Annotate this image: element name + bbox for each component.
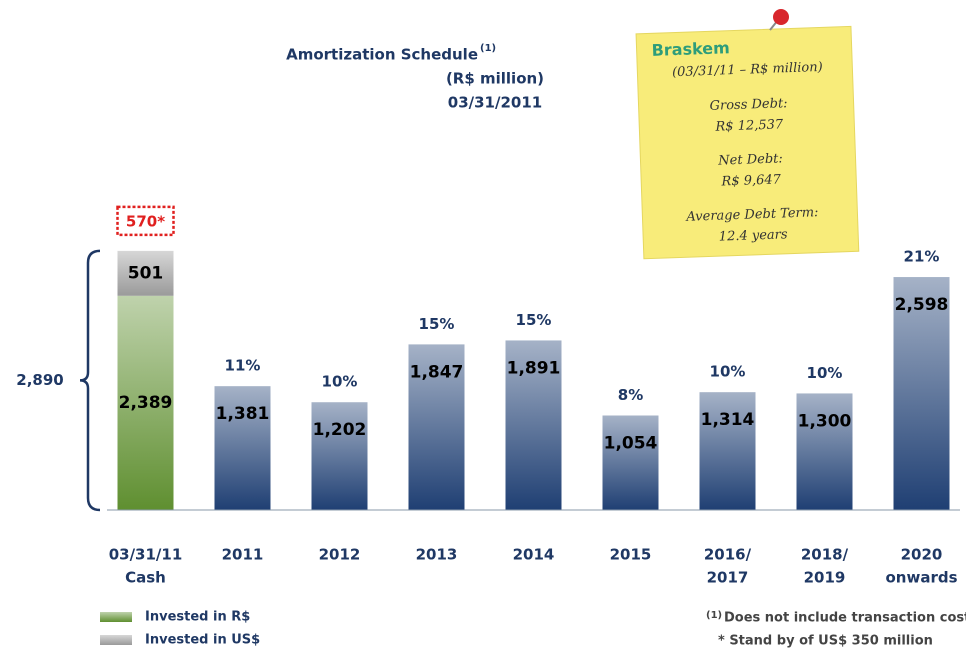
legend-swatch — [100, 635, 132, 645]
value-label: 1,891 — [507, 358, 561, 378]
note-value: 12.4 years — [719, 227, 789, 244]
x-tick-label: Cash — [125, 569, 166, 587]
legend-label: Invested in R$ — [145, 610, 250, 625]
bracket — [79, 249, 101, 512]
note-label: Net Debt: — [717, 151, 783, 168]
note-logo: Braskem — [651, 38, 730, 60]
bar — [699, 392, 756, 510]
bracket-label: 2,890 — [16, 371, 63, 389]
chart-title: Amortization Schedule — [286, 46, 478, 64]
share-label: 11% — [225, 357, 261, 375]
sticky-note: Braskem (03/31/11 – R$ million) Gross De… — [635, 25, 860, 260]
value-label: 1,314 — [701, 410, 755, 430]
x-tick-label: 2014 — [513, 546, 555, 564]
share-label: 10% — [710, 363, 746, 381]
share-label: 15% — [419, 315, 455, 333]
note-paper — [635, 25, 860, 260]
share-label: 15% — [516, 311, 552, 329]
x-tick-label: 2017 — [707, 569, 749, 587]
x-tick-label: 03/31/11 — [109, 546, 183, 564]
footnote-marker: (1) — [706, 610, 722, 621]
title-superscript: (1) — [480, 43, 496, 54]
value-label: 1,847 — [410, 362, 464, 382]
bar — [505, 340, 562, 510]
bar — [408, 344, 465, 510]
value-label: 1,202 — [313, 420, 367, 440]
x-tick-label: 2015 — [610, 546, 652, 564]
pin — [773, 9, 789, 25]
value-label: 2,389 — [119, 393, 173, 413]
value-label: 2,598 — [895, 295, 949, 315]
x-tick-label: 2020 — [901, 546, 943, 564]
value-label: 501 — [128, 263, 164, 283]
bar — [117, 250, 174, 296]
date: 03/31/2011 — [448, 94, 542, 112]
bar — [214, 386, 271, 510]
share-label: 10% — [807, 364, 843, 382]
x-tick-label: 2012 — [319, 546, 361, 564]
x-tick-label: 2019 — [804, 569, 846, 587]
x-tick-label: onwards — [885, 569, 957, 587]
bar — [893, 277, 950, 510]
x-tick-label: 2011 — [222, 546, 264, 564]
footnote: * Stand by of US$ 350 million — [718, 634, 933, 649]
value-label: 1,300 — [798, 411, 852, 431]
note-value: R$ 9,647 — [720, 172, 782, 189]
x-tick-label: 2018/ — [801, 546, 849, 564]
standby-box — [116, 205, 175, 237]
note-heading: (03/31/11 – R$ million) — [672, 60, 823, 80]
x-tick-label: 2013 — [416, 546, 458, 564]
standby-label: 570* — [126, 212, 165, 230]
legend-swatch — [100, 612, 132, 622]
share-label: 8% — [618, 386, 643, 404]
value-label: 1,054 — [604, 433, 658, 453]
note-label: Average Debt Term: — [685, 205, 819, 225]
bar — [311, 402, 368, 510]
bar — [117, 295, 174, 510]
note-label: Gross Debt: — [709, 96, 787, 114]
bar — [796, 393, 853, 510]
legend-label: Invested in US$ — [145, 633, 260, 648]
footnote: Does not include transaction costs — [724, 611, 966, 626]
x-tick-label: 2016/ — [704, 546, 752, 564]
value-label: 1,381 — [216, 404, 270, 424]
share-label: 10% — [322, 373, 358, 391]
note-value: R$ 12,537 — [714, 117, 784, 134]
bar — [602, 415, 659, 510]
share-label: 21% — [904, 248, 940, 266]
subtitle: (R$ million) — [446, 70, 544, 88]
